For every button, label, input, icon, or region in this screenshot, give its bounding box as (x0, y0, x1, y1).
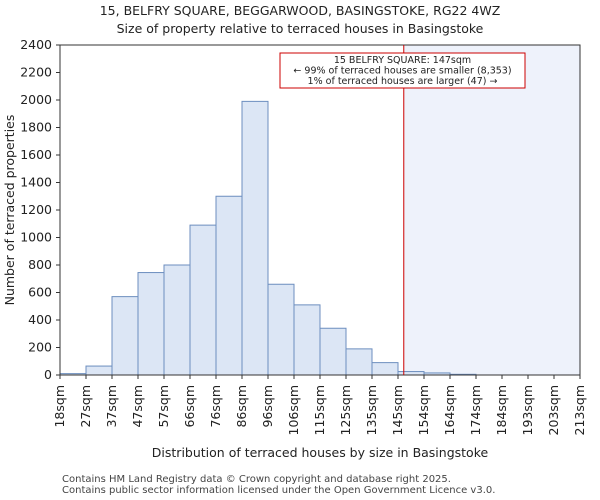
histogram-bar (241, 100, 269, 376)
x-tick-label: 115sqm (312, 385, 327, 435)
chart-subtitle: Size of property relative to terraced ho… (116, 21, 484, 36)
y-tick-label: 600 (28, 285, 52, 300)
y-tick-label: 2200 (20, 65, 52, 80)
annotation-line: ← 99% of terraced houses are smaller (8,… (293, 66, 511, 77)
y-tick-label: 0 (44, 367, 52, 382)
histogram-bar (267, 283, 295, 376)
larger-region-shade (403, 45, 580, 375)
x-tick-label: 27sqm (78, 385, 93, 428)
histogram-bar (189, 224, 217, 376)
annotation-line: 15 BELFRY SQUARE: 147sqm (334, 55, 471, 66)
histogram-chart: 0 200 400 600 800 1000 1200 1400 1600 1800 2000 220… (2, 37, 587, 460)
y-axis-label: Number of terraced properties (2, 115, 17, 306)
y-tick-label: 1200 (20, 202, 52, 217)
x-tick-label: 76sqm (208, 385, 223, 428)
x-tick-label: 96sqm (260, 385, 275, 428)
annotation-line: 1% of terraced houses are larger (47) → (308, 76, 498, 87)
x-tick-label: 164sqm (442, 385, 457, 435)
x-tick-label: 57sqm (156, 385, 171, 428)
x-axis-label: Distribution of terraced houses by size … (152, 445, 489, 460)
x-tick-label: 125sqm (338, 385, 353, 435)
histogram-bar (319, 327, 347, 376)
histogram-bar (397, 371, 425, 376)
x-tick-label: 154sqm (416, 385, 431, 435)
histogram-bar (111, 296, 139, 376)
x-tick-label: 203sqm (546, 385, 561, 435)
x-tick-label: 213sqm (572, 385, 587, 435)
x-tick-label: 193sqm (520, 385, 535, 435)
x-tick-label: 18sqm (52, 385, 67, 428)
chart-title: 15, BELFRY SQUARE, BEGGARWOOD, BASINGSTO… (99, 3, 501, 18)
histogram-bar (163, 264, 191, 376)
annotation-box (279, 52, 526, 89)
x-tick-label: 135sqm (364, 385, 379, 435)
x-tick-label: 145sqm (390, 385, 405, 435)
y-tick-label: 800 (28, 257, 52, 272)
y-tick-label: 1600 (20, 147, 52, 162)
y-tick-label: 200 (28, 340, 52, 355)
x-tick-label: 37sqm (104, 385, 119, 428)
histogram-bar (215, 195, 243, 376)
footer-copyright: Contains HM Land Registry data © Crown c… (62, 474, 451, 485)
histogram-bar (345, 348, 373, 376)
footer-licence: Contains public sector information licen… (62, 485, 496, 496)
x-tick-label: 106sqm (286, 385, 301, 435)
y-tick-label: 2000 (20, 92, 52, 107)
x-tick-label: 47sqm (130, 385, 145, 428)
y-tick-label: 1800 (20, 120, 52, 135)
histogram-bar (371, 362, 399, 376)
y-tick-label: 2400 (20, 37, 52, 52)
histogram-bar (85, 365, 113, 376)
x-tick-label: 184sqm (494, 385, 509, 435)
histogram-bar (293, 304, 321, 376)
y-tick-label: 400 (28, 312, 52, 327)
y-tick-label: 1000 (20, 230, 52, 245)
x-tick-label: 86sqm (234, 385, 249, 428)
x-tick-label: 174sqm (468, 385, 483, 435)
y-tick-label: 1400 (20, 175, 52, 190)
histogram-bar (137, 272, 165, 376)
x-tick-label: 66sqm (182, 385, 197, 428)
